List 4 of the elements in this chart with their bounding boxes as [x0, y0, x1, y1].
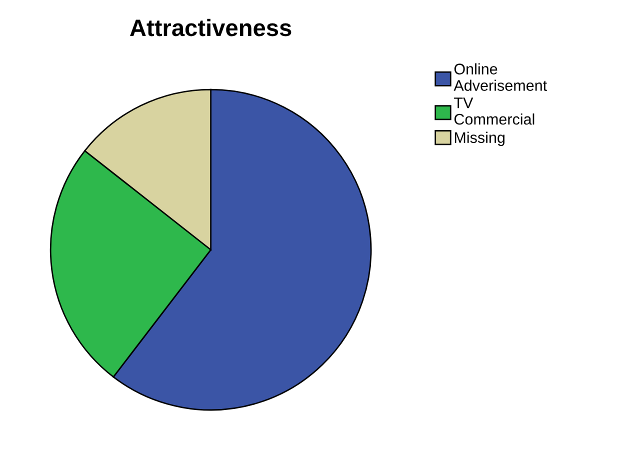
legend-label: Missing — [454, 132, 504, 146]
legend-label: Online Adverisement — [454, 63, 547, 91]
chart-title: Attractiveness — [130, 18, 292, 36]
legend-label: TV Commercial — [454, 98, 534, 125]
